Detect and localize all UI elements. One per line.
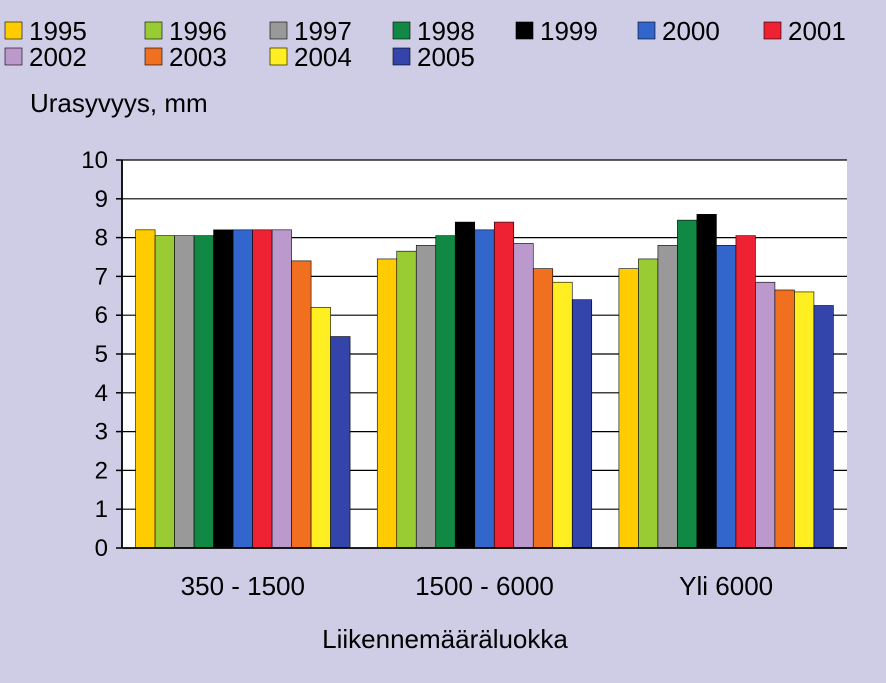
- bar-2005-1: [571, 299, 593, 549]
- category-label: Yli 6000: [679, 571, 773, 601]
- y-tick-label: 9: [95, 186, 108, 213]
- legend-label: 1998: [417, 16, 475, 46]
- legend-item-2001: 2001: [763, 16, 846, 46]
- y-tick-label: 5: [95, 341, 108, 368]
- legend: 1995 1996 1997 1998 1999 2000 2001 2002 2003 2004…: [4, 16, 846, 72]
- legend-label: 2004: [294, 42, 352, 72]
- bar-2003-2: [774, 289, 795, 549]
- bar-1998-0: [193, 235, 214, 549]
- category-label: 350 - 1500: [181, 571, 305, 601]
- y-tick-labels: 0 1 2 3 4 5 6 7 8 9 10: [81, 147, 108, 562]
- bar-1996-1: [396, 250, 417, 549]
- bar-2002-2: [755, 281, 776, 549]
- y-tick-label: 1: [95, 496, 108, 523]
- bar-1996-0: [154, 235, 175, 549]
- bar-2004-2: [794, 291, 815, 549]
- y-tick-label: 8: [95, 225, 108, 252]
- y-tick-label: 2: [95, 457, 108, 484]
- y-tick-label: 7: [95, 263, 108, 290]
- x-axis-label: Liikennemääräluokka: [322, 624, 568, 654]
- y-axis-label: Urasyvyys, mm: [30, 88, 208, 118]
- bar-2000-0: [232, 229, 253, 549]
- bar-2003-1: [532, 268, 554, 549]
- bar-2004-1: [552, 281, 573, 549]
- bar-2004-0: [310, 307, 331, 549]
- bars: [135, 214, 834, 549]
- bar-2001-2: [735, 235, 756, 549]
- legend-label: 2003: [169, 42, 227, 72]
- bar-2005-0: [330, 336, 351, 549]
- legend-label: 2001: [788, 16, 846, 46]
- legend-item-1997: 1997: [269, 16, 352, 46]
- bar-2001-0: [252, 229, 273, 549]
- bar-1998-2: [677, 219, 698, 549]
- bar-1999-1: [454, 221, 476, 549]
- legend-swatch: [269, 21, 288, 40]
- y-tick-label: 3: [95, 419, 108, 446]
- bar-2001-1: [493, 221, 515, 549]
- legend-swatch: [144, 21, 163, 40]
- bar-2005-2: [813, 305, 834, 549]
- legend-item-1996: 1996: [144, 16, 227, 46]
- bar-1995-2: [618, 268, 639, 549]
- legend-swatch: [392, 21, 411, 40]
- legend-item-1998: 1998: [392, 16, 475, 46]
- legend-item-2002: 2002: [4, 42, 87, 72]
- bar-1997-1: [415, 245, 437, 549]
- axes: [116, 159, 847, 549]
- category-label: 1500 - 6000: [415, 571, 554, 601]
- bar-1998-1: [435, 235, 456, 549]
- bar-2002-1: [513, 243, 534, 549]
- bar-2000-2: [716, 245, 737, 549]
- bar-1999-2: [696, 214, 717, 549]
- legend-item-2005: 2005: [392, 42, 475, 72]
- legend-swatch: [515, 21, 534, 40]
- legend-item-1999: 1999: [515, 16, 598, 46]
- y-tick-label: 0: [95, 535, 108, 562]
- legend-swatch: [763, 21, 782, 40]
- bar-1999-0: [213, 229, 234, 549]
- legend-swatch: [637, 21, 656, 40]
- legend-label: 2002: [29, 42, 87, 72]
- legend-item-2003: 2003: [144, 42, 227, 72]
- category-labels: 350 - 1500 1500 - 6000 Yli 6000: [181, 571, 773, 601]
- legend-item-1995: 1995: [4, 16, 87, 46]
- bar-2000-1: [474, 229, 495, 549]
- legend-item-2000: 2000: [637, 16, 720, 46]
- legend-swatch: [4, 47, 23, 66]
- y-tick-label: 4: [95, 380, 108, 407]
- bar-2003-0: [291, 260, 312, 549]
- legend-swatch: [144, 47, 163, 66]
- legend-swatch: [4, 21, 23, 40]
- bar-1997-2: [657, 245, 678, 549]
- bar-1995-1: [376, 258, 398, 549]
- legend-swatch: [269, 47, 288, 66]
- legend-label: 1999: [540, 16, 598, 46]
- bar-1997-0: [174, 235, 195, 549]
- legend-item-2004: 2004: [269, 42, 352, 72]
- bar-2002-0: [271, 229, 292, 549]
- legend-label: 1995: [29, 16, 87, 46]
- legend-label: 1997: [294, 16, 352, 46]
- bar-1995-0: [135, 229, 156, 549]
- bar-1996-2: [638, 258, 659, 549]
- legend-swatch: [392, 47, 411, 66]
- y-tick-label: 6: [95, 302, 108, 329]
- y-tick-label: 10: [81, 147, 108, 174]
- legend-label: 1996: [169, 16, 227, 46]
- legend-label: 2005: [417, 42, 475, 72]
- legend-label: 2000: [662, 16, 720, 46]
